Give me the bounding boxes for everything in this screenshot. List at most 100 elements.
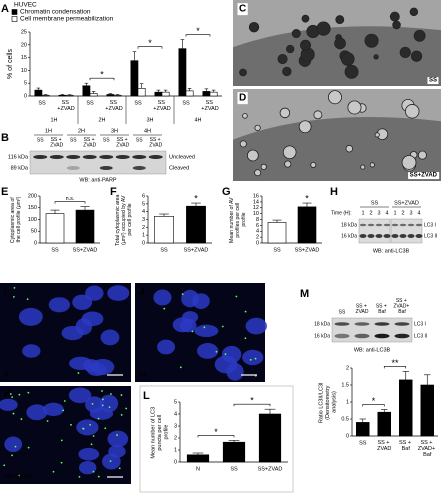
puncta [244,310,247,313]
blot-band [407,234,415,238]
puncta [110,393,112,395]
image-label: N [4,373,8,379]
nucleus [68,387,92,404]
blot-band [334,322,350,326]
band-label: LC3 II [414,333,427,339]
time-label: 4H [144,128,151,134]
x-tick-label: SS [230,466,238,472]
puncta [14,445,17,448]
legend-swatch [11,16,18,22]
blot-band [367,234,375,238]
image-label: SS [429,78,437,84]
y-tick-label: 15 [21,55,27,61]
nucleus [22,344,41,358]
bar [258,413,282,463]
label-box [237,92,248,105]
error-bar [84,82,89,86]
y-tick-label: 2 [142,225,145,231]
error-bar [67,94,72,96]
nucleus [172,317,193,333]
lane-label: SS + Baf [376,304,388,316]
lane-label: SS + ZVAD [50,137,63,149]
x-tick-label: SS [134,100,142,106]
puncta [92,435,95,437]
y-tick-label: 100 [28,217,37,223]
y-axis-label: Cytoplasmic area of the cell profile (μm… [10,196,22,243]
bar [222,441,246,463]
y-axis-label: Ratio LC3II/LC3I (Densitometry analysis) [319,381,338,423]
bar [355,422,370,437]
significance: * [250,396,254,406]
vacuole [313,110,323,120]
puncta [77,372,80,374]
panel-label: J [139,287,145,298]
y-tick-label: 10 [21,68,27,74]
blot-caption: WB: anti-LC3B [354,347,391,353]
error-bar [187,88,192,91]
error-bar [159,213,169,217]
blot-band [367,223,375,227]
micrograph: C SS [233,0,441,86]
marker-label: 18 kDa [341,222,357,228]
blot-band [407,223,415,227]
y-tick-label: 0 [174,459,177,465]
vacuole [310,161,317,168]
puncta [90,443,93,446]
lane-label: SS + ZVAD [83,137,96,149]
legend-label: Chromatin condensation [20,9,91,16]
y-tick-label: 5 [142,201,145,207]
vacuole [284,160,292,168]
puncta [20,418,23,420]
nucleus [153,289,172,306]
nucleus [48,297,71,313]
puncta [12,412,15,415]
bar [65,94,74,97]
y-tick-label: 6 [142,193,145,199]
y-tick-label: 0 [24,93,27,99]
blot-band [359,223,367,227]
error-bar [424,374,431,385]
blot-band [383,234,391,238]
error-bar [50,209,60,214]
bar [106,94,115,97]
y-tick-label: 1 [174,447,177,453]
error-bar [156,89,161,93]
puncta [97,475,100,478]
panel-label: M [300,288,309,300]
significance-bracket [233,403,271,407]
vacuole [277,53,288,65]
significance-bracket [89,77,115,81]
marker-label: 16 kDa [314,333,330,339]
puncta [26,298,29,301]
x-tick-label: SS + Baf [399,440,413,452]
x-tick-label: SS + ZVAD [377,440,391,452]
puncta [104,427,107,430]
bar [130,60,139,97]
bar [209,91,218,97]
blot-band [415,234,423,238]
y-tick-label: 1 [346,399,349,405]
panel-label: H [330,186,338,198]
label-box [427,77,439,85]
blot-caption: WB: anti-LC3B [373,248,410,254]
vacuole [374,132,380,138]
panel-label: I [4,287,7,298]
blot-band [115,155,130,159]
x-tick-label: SS+ZVAD [295,247,320,253]
significance-bracket [54,201,86,204]
vacuole [298,120,312,134]
puncta [60,439,63,442]
nucleus [4,436,23,453]
puncta [181,293,184,296]
y-tick-label: 16 [253,193,259,199]
blot [390,218,423,244]
x-tick-label: SS [359,440,367,446]
vacuole [335,15,345,25]
nucleus [76,419,99,436]
puncta [3,464,6,467]
vacuole [389,11,400,22]
puncta [109,460,112,463]
error-bar [91,91,96,94]
significance: * [214,427,218,437]
puncta [18,393,21,396]
